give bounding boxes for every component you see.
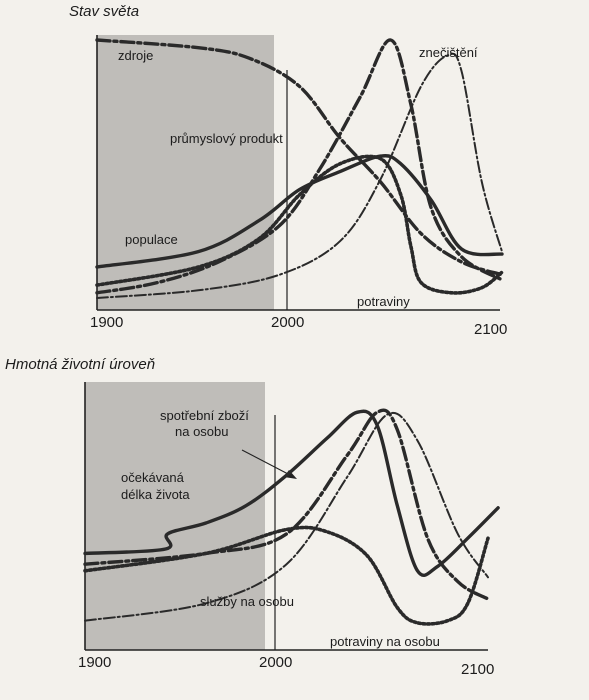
panel-stav-sveta: Stav světa 1900 2000 2100 zdroje průmysl… bbox=[69, 3, 507, 338]
label-ocekavana-delka-zivota: očekávaná délka života bbox=[121, 470, 190, 502]
panel-1-tick-1900: 1900 bbox=[90, 314, 123, 331]
label-ocekavana-delka-zivota-line-1: očekávaná bbox=[121, 470, 185, 485]
label-zdroje: zdroje bbox=[118, 48, 153, 63]
series-potraviny bbox=[95, 154, 504, 295]
label-potraviny: potraviny bbox=[357, 294, 410, 309]
label-populace: populace bbox=[125, 232, 178, 247]
panel-hmotna-zivotni-uroven: Hmotná životní úroveň 1900 2000 2100 oče… bbox=[5, 356, 500, 678]
label-ocekavana-delka-zivota-line-2: délka života bbox=[121, 487, 190, 502]
label-spotrebni-zbozi-na-osobu: spotřební zboží na osobu bbox=[160, 408, 253, 439]
panel-2-tick-1900: 1900 bbox=[78, 654, 111, 671]
panel-2-tick-2100: 2100 bbox=[461, 661, 494, 678]
panel-1-tick-2000: 2000 bbox=[271, 314, 304, 331]
series-potraviny-na-osobu bbox=[83, 525, 490, 626]
series-populace bbox=[95, 154, 504, 269]
panel-1-tick-2100: 2100 bbox=[474, 321, 507, 338]
label-spotrebni-zbozi-line-1: spotřební zboží bbox=[160, 408, 249, 423]
panel-2-shaded-region bbox=[85, 382, 265, 650]
series-sluzby-na-osobu bbox=[84, 412, 489, 622]
label-potraviny-na-osobu: potraviny na osobu bbox=[330, 634, 440, 649]
callout-arrow-line bbox=[241, 449, 291, 476]
series-prumyslovy-produkt bbox=[95, 38, 504, 295]
label-spotrebni-zbozi-line-2: na osobu bbox=[175, 424, 229, 439]
series-ocekavana-delka-zivota bbox=[83, 409, 500, 577]
panel-1-title: Stav světa bbox=[69, 3, 139, 20]
panel-2-tick-2000: 2000 bbox=[259, 654, 292, 671]
label-znecisteni: znečištění bbox=[419, 45, 478, 60]
panel-2-title: Hmotná životní úroveň bbox=[5, 356, 155, 373]
label-prumyslovy-produkt: průmyslový produkt bbox=[170, 131, 283, 146]
series-znecisteni bbox=[96, 52, 503, 299]
label-sluzby-na-osobu: služby na osobu bbox=[200, 594, 294, 609]
